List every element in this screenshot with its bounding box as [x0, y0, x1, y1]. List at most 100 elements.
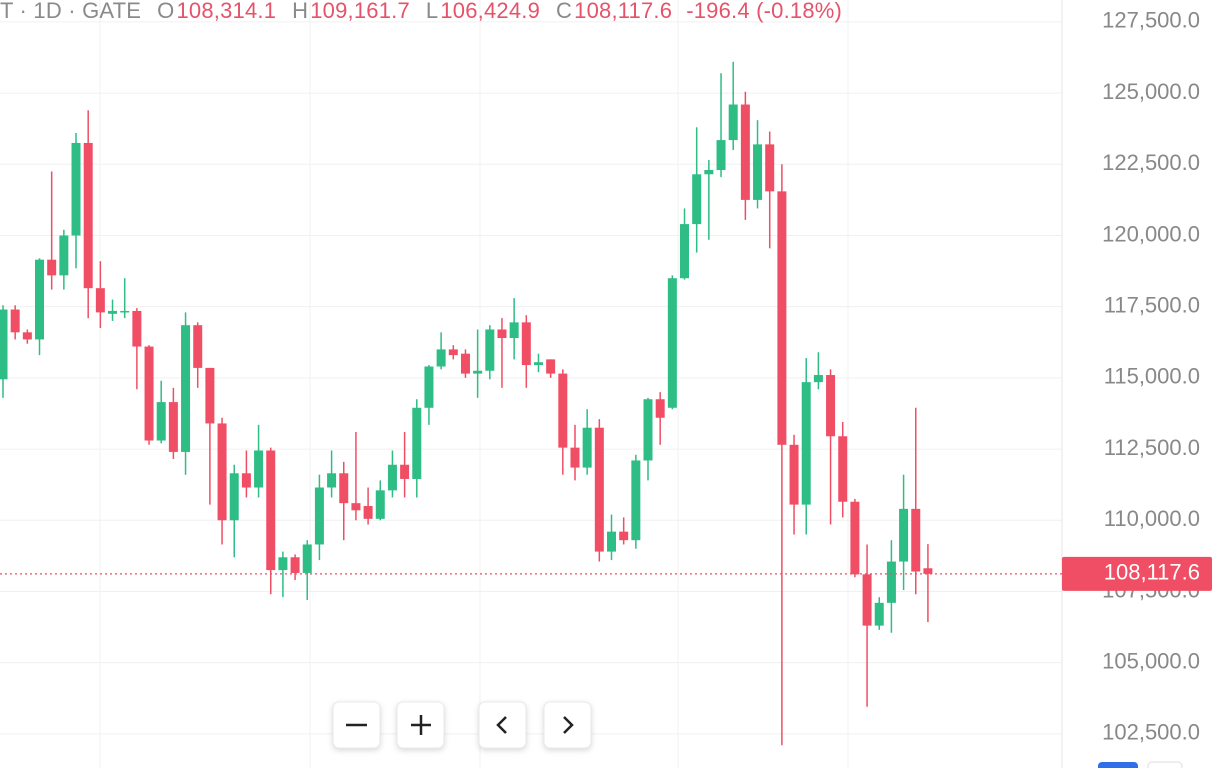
candle-body — [266, 450, 276, 571]
candle-body — [777, 191, 787, 445]
candle-body — [132, 310, 142, 347]
candle-body — [813, 375, 823, 383]
candle-body — [144, 346, 154, 441]
candle-body — [168, 402, 178, 452]
candle-body — [485, 329, 495, 371]
candle-body — [558, 373, 568, 448]
candle-body — [886, 561, 896, 603]
candle-body — [765, 144, 775, 192]
button-bg — [478, 701, 527, 749]
candle-body — [631, 460, 641, 541]
time-grid — [99, 0, 849, 768]
candle-body — [108, 310, 118, 314]
y-tick-label: 120,000.0 — [1102, 221, 1200, 246]
candle-body — [899, 508, 909, 562]
high-value: 109,161.7 — [310, 0, 410, 23]
candle-body — [241, 473, 251, 488]
y-tick-label: 125,000.0 — [1102, 79, 1200, 104]
candle-body — [643, 399, 653, 461]
y-tick-label: 117,500.0 — [1104, 292, 1200, 317]
candle-body — [582, 427, 592, 468]
candle-body — [217, 423, 227, 521]
candle-body — [473, 370, 483, 374]
candle-body — [327, 473, 337, 488]
last-price-label: 108,117.6 — [1104, 560, 1200, 585]
candle-body — [205, 367, 215, 424]
high-key: H — [292, 0, 309, 23]
candle-body — [448, 349, 458, 356]
candle-body — [874, 602, 884, 626]
candle-body — [838, 436, 848, 502]
candle-body — [862, 574, 872, 626]
y-tick-label: 102,500.0 — [1102, 720, 1200, 745]
candle-body — [533, 362, 543, 366]
zoom-out-button[interactable] — [332, 701, 381, 749]
close-key: C — [556, 0, 573, 23]
candle-body — [850, 501, 860, 575]
candle-body — [351, 503, 361, 511]
candle-body — [10, 309, 20, 333]
candle-body — [302, 544, 312, 573]
candle-body — [314, 487, 324, 545]
change: -196.4 (-0.18%) — [686, 0, 843, 23]
low-value: 106,424.9 — [440, 0, 541, 23]
candle-body — [923, 568, 933, 574]
candle-body — [607, 531, 616, 552]
candle-body — [497, 329, 507, 339]
candle-body — [181, 325, 191, 452]
candle-body — [546, 359, 556, 374]
candle-body — [229, 473, 239, 521]
candle-body — [424, 366, 434, 408]
candle-body — [594, 427, 604, 552]
option-button[interactable] — [1147, 761, 1183, 768]
scroll-right-button[interactable] — [543, 701, 592, 749]
candle-body — [521, 322, 531, 366]
candle-body — [120, 310, 130, 313]
candle-body — [680, 224, 690, 279]
candle-body — [387, 464, 397, 491]
y-tick-label: 112,500.0 — [1104, 435, 1200, 460]
open-value: 108,314.1 — [176, 0, 277, 23]
candle-body — [254, 450, 264, 488]
candle-body — [83, 142, 93, 289]
settings-button[interactable] — [1098, 762, 1138, 768]
candle-body — [728, 104, 738, 141]
y-tick-label: 115,000.0 — [1104, 364, 1200, 389]
candle-body — [290, 557, 300, 573]
scroll-left-button[interactable] — [478, 701, 527, 749]
symbol: T · 1D · GATE — [0, 0, 142, 23]
candle-body — [619, 531, 629, 541]
button-bg — [543, 701, 592, 749]
candle-body — [789, 444, 799, 505]
plus-icon — [411, 715, 431, 735]
candle-body — [412, 407, 422, 479]
candle-body — [193, 325, 203, 368]
zoom-in-button[interactable] — [396, 701, 445, 749]
candle-body — [570, 447, 580, 468]
candle-body — [156, 402, 166, 441]
y-tick-label: 127,500.0 — [1102, 8, 1200, 33]
candle-body — [0, 309, 8, 380]
candle-body — [692, 174, 702, 225]
candle-body — [460, 353, 470, 374]
candle-body — [375, 490, 385, 519]
candle-body — [704, 170, 714, 175]
candle-body — [95, 288, 105, 313]
candle-body — [753, 144, 763, 200]
candle-body — [655, 399, 665, 418]
candle-body — [47, 259, 57, 276]
low-key: L — [425, 0, 439, 23]
chevron-right — [563, 716, 574, 734]
y-tick-label: 105,000.0 — [1102, 648, 1200, 673]
candle-body — [59, 235, 69, 276]
candle-body — [436, 349, 446, 367]
open-key: O — [157, 0, 175, 23]
candle-body — [339, 473, 349, 504]
candle-body — [716, 140, 726, 171]
close-value: 108,117.6 — [574, 0, 673, 23]
candle-body — [911, 508, 921, 572]
candle-body — [801, 382, 811, 505]
y-tick-label: 110,000.0 — [1104, 506, 1200, 531]
